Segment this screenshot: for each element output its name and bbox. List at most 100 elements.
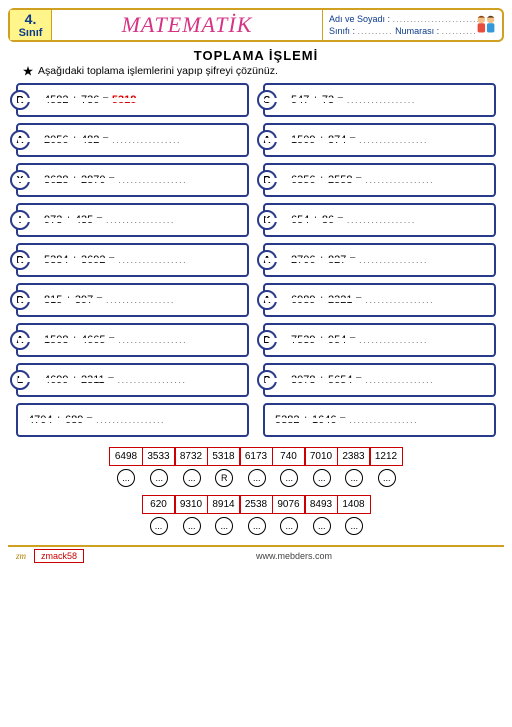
instruction: Aşağıdaki toplama işlemlerini yapıp şifr… [22, 65, 504, 77]
subject-title: MATEMATİK [52, 10, 322, 40]
cipher-cell: 2383... [338, 447, 371, 487]
equation: 3628 + 2870 = ................. [44, 174, 187, 186]
equation: 7539 + 954 = ................. [291, 334, 428, 346]
kids-icon [472, 12, 500, 40]
letter-circle: A [257, 250, 277, 270]
cipher-cell: 620... [142, 495, 176, 535]
equation: 2706 + 827 = ................. [291, 254, 428, 266]
cipher-cell: 3533... [143, 447, 176, 487]
problem-box: I973 + 435 = ................. [16, 203, 249, 237]
cipher-number: 9310 [174, 495, 208, 514]
cipher-number: 1212 [369, 447, 403, 466]
letter-circle: K [257, 210, 277, 230]
problem-box: S547 + 73 = ................. [263, 83, 496, 117]
answer-blank: ................. [106, 214, 175, 226]
cipher-cell: 5318 R [208, 447, 241, 487]
answer-blank: ................. [347, 94, 416, 106]
equation: 1509 + 874 = ................. [291, 134, 428, 146]
cipher-number: 7010 [304, 447, 338, 466]
problem-box: Y3628 + 2870 = ................. [16, 163, 249, 197]
cipher-letter-circle: ... [117, 469, 135, 487]
letter-circle: R [10, 250, 30, 270]
answer-blank: ................. [359, 254, 428, 266]
problem-box: R6356 + 2558 = ................. [263, 163, 496, 197]
cipher-letter-circle: ... [183, 469, 201, 487]
grade-label: Sınıf [19, 27, 43, 39]
answer-blank: ................. [365, 294, 434, 306]
equation: 973 + 435 = ................. [44, 214, 175, 226]
equation: 1508 + 4665 = ................. [44, 334, 187, 346]
cipher-cell: 740... [273, 447, 306, 487]
answer: 5318 [112, 94, 136, 106]
number-label: Numarası : [395, 26, 439, 36]
equation: 3078 + 5654 = ................. [291, 374, 434, 386]
letter-circle: P [257, 370, 277, 390]
cipher-number: 740 [272, 447, 306, 466]
equation: 815 + 397 = ................. [44, 294, 175, 306]
letter-circle: R [10, 90, 30, 110]
cipher-cell: 8493... [306, 495, 339, 535]
cipher-number: 9076 [272, 495, 306, 514]
answer-blank: ................. [365, 374, 434, 386]
problem-box: A2706 + 827 = ................. [263, 243, 496, 277]
letter-circle: A [10, 130, 30, 150]
cipher-number: 6173 [239, 447, 273, 466]
answer-blank: ................. [112, 134, 181, 146]
cipher-number: 1408 [337, 495, 371, 514]
cipher-letter-circle: R [215, 469, 233, 487]
cipher-number: 8914 [207, 495, 241, 514]
answer-blank: ................. [106, 294, 175, 306]
cipher-letter-circle: ... [280, 469, 298, 487]
section-title: TOPLAMA İŞLEMİ [8, 48, 504, 63]
cipher-letter-circle: ... [150, 517, 168, 535]
cipher-section: 6498...3533...8732...5318R6173...740...7… [8, 447, 504, 535]
grade-badge: 4. Sınıf [10, 10, 52, 40]
answer-blank: ................. [359, 134, 428, 146]
answer-blank: ................. [349, 414, 418, 426]
cipher-letter-circle: ... [345, 469, 363, 487]
answer-blank: ................. [118, 334, 187, 346]
equation: 654 + 86 = ................. [291, 214, 416, 226]
letter-circle: S [257, 90, 277, 110]
cipher-letter-circle: ... [183, 517, 201, 535]
cipher-number: 3533 [142, 447, 176, 466]
problem-box: A6989 + 2321 = ................. [263, 283, 496, 317]
zm-logo: zm [16, 551, 26, 561]
letter-circle: R [257, 170, 277, 190]
footer: zm zmack58 www.mebders.com [8, 545, 504, 565]
student-info: Adı ve Soyadı : ........................… [322, 10, 502, 40]
equation: 5382 + 1646 = ................. [275, 414, 418, 426]
letter-circle: I [10, 210, 30, 230]
cipher-cell: 9310... [176, 495, 209, 535]
letter-circle: L [10, 370, 30, 390]
cipher-number: 5318 [207, 447, 241, 466]
problem-box: A2056 + 482 = ................. [16, 123, 249, 157]
equation: 4582 + 736 = 5318 [44, 94, 136, 106]
problem-box: R5384 + 3692 = ................. [16, 243, 249, 277]
cipher-cell: 8914... [208, 495, 241, 535]
equation: 6356 + 2558 = ................. [291, 174, 434, 186]
equation: 5384 + 3692 = ................. [44, 254, 187, 266]
footer-url: www.mebders.com [92, 551, 496, 561]
cipher-cell: 7010... [306, 447, 339, 487]
problem-box: A1509 + 874 = ................. [263, 123, 496, 157]
answer-blank: ................. [118, 174, 187, 186]
cipher-letter-circle: ... [280, 517, 298, 535]
answer-blank: ................. [359, 334, 428, 346]
problems-grid: R4582 + 736 = 5318S547 + 73 = ..........… [8, 83, 504, 437]
grade-number: 4. [25, 11, 37, 27]
cipher-cell: 6498... [109, 447, 143, 487]
cipher-cell: 1408... [338, 495, 371, 535]
letter-circle: A [10, 330, 30, 350]
equation: 4704 + 689 = ................. [28, 414, 165, 426]
cipher-letter-circle: ... [215, 517, 233, 535]
cipher-letter-circle: ... [150, 469, 168, 487]
name-blank: .......................... [393, 14, 484, 24]
equation: 547 + 73 = ................. [291, 94, 416, 106]
letter-circle: A [257, 130, 277, 150]
class-label: Sınıfı : [329, 26, 355, 36]
cipher-cell: 6173... [241, 447, 274, 487]
cipher-letter-circle: ... [248, 469, 266, 487]
equation: 2056 + 482 = ................. [44, 134, 181, 146]
name-label: Adı ve Soyadı : [329, 14, 390, 24]
